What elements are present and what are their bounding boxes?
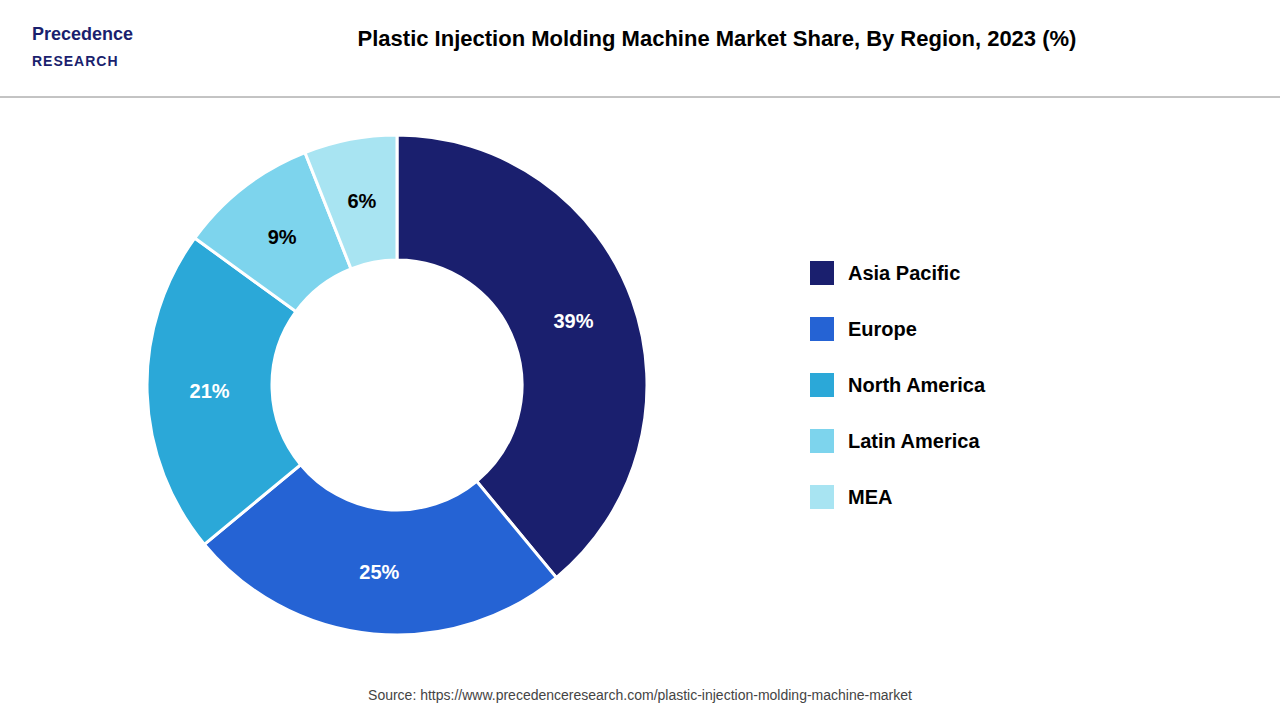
donut: 39% 25% 21% 9% 6% (147, 135, 647, 635)
data-label: 25% (359, 561, 399, 583)
slice (305, 135, 397, 269)
title: Plastic Injection Molding Machine Market… (358, 26, 1077, 51)
legend-swatch (810, 317, 834, 341)
legend-label: MEA (848, 486, 892, 508)
legend-item: Asia Pacific (810, 261, 960, 285)
data-label: 6% (347, 190, 376, 212)
data-label: 21% (190, 380, 230, 402)
legend-label: North America (848, 374, 986, 396)
legend-item: North America (810, 373, 986, 397)
background (0, 0, 1280, 720)
legend-label: Europe (848, 318, 917, 340)
legend-swatch (810, 485, 834, 509)
legend-label: Asia Pacific (848, 262, 960, 284)
legend-swatch (810, 429, 834, 453)
legend-item: Europe (810, 317, 917, 341)
legend-swatch (810, 261, 834, 285)
legend: Asia Pacific Europe North America Latin Ame… (810, 261, 986, 509)
logo-line1: Precedence (32, 24, 133, 44)
chart-root: Precedence RESEARCH Plastic Injection Mold… (0, 0, 1280, 720)
legend-label: Latin America (848, 430, 980, 452)
data-label: 39% (553, 310, 593, 332)
legend-swatch (810, 373, 834, 397)
source-note: Source: https://www.precedenceresearch.c… (368, 687, 912, 703)
logo-line2: RESEARCH (32, 53, 119, 69)
data-label: 9% (268, 226, 297, 248)
legend-item: Latin America (810, 429, 980, 453)
separator (0, 97, 1280, 98)
legend-item: MEA (810, 485, 892, 509)
